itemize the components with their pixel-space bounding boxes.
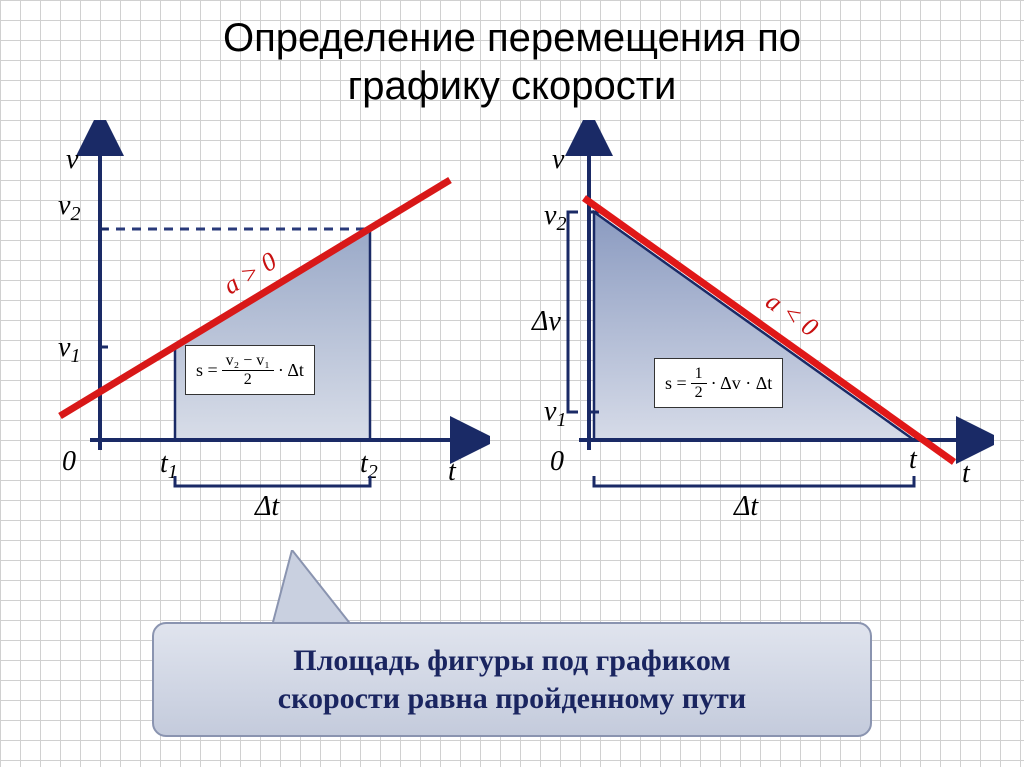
formula-tail: · Δv · Δt [711, 373, 773, 394]
t-label: t [909, 444, 918, 475]
x-axis-label: t [962, 458, 971, 489]
x-axis-label: t [448, 456, 457, 487]
callout-pointer-svg [152, 550, 872, 630]
left-chart: a > 0 v t 0 v1 v2 t1 t2 Δt s = v₂ − v₁ [30, 120, 490, 520]
slide-content: Определение перемещения по графику скоро… [0, 0, 1024, 767]
left-formula: s = v₂ − v₁ 2 · Δt [185, 345, 315, 395]
v2-label: v2 [544, 200, 566, 235]
dv-label: Δv [531, 306, 561, 337]
v1-label: v1 [544, 396, 566, 431]
dt-label: Δt [254, 491, 280, 520]
left-chart-svg: a > 0 v t 0 v1 v2 t1 t2 Δt [30, 120, 490, 520]
dt-label: Δt [733, 491, 759, 520]
y-axis-label: v [66, 144, 79, 175]
dt-bracket [594, 476, 914, 486]
right-chart: a < 0 v t 0 v2 v1 Δv t Δt s = 1 2 [514, 120, 994, 520]
origin-label: 0 [62, 446, 76, 477]
right-formula: s = 1 2 · Δv · Δt [654, 358, 783, 408]
formula-den: 2 [691, 384, 707, 402]
page-title: Определение перемещения по графику скоро… [0, 0, 1024, 110]
title-line-2: графику скорости [348, 64, 677, 108]
formula-frac: v₂ − v₁ 2 [222, 352, 274, 388]
formula-s: s = [196, 360, 218, 381]
formula-frac: 1 2 [691, 365, 707, 401]
right-chart-svg: a < 0 v t 0 v2 v1 Δv t Δt [514, 120, 994, 520]
callout-line-2: скорости равна пройденному пути [278, 682, 746, 715]
callout-box: Площадь фигуры под графиком скорости рав… [152, 622, 872, 737]
charts-row: a > 0 v t 0 v1 v2 t1 t2 Δt s = v₂ − v₁ [0, 110, 1024, 520]
dt-bracket [175, 476, 370, 486]
formula-num: v₂ − v₁ [222, 352, 274, 371]
callout: Площадь фигуры под графиком скорости рав… [152, 622, 872, 737]
callout-line-1: Площадь фигуры под графиком [293, 644, 731, 677]
dv-bracket [568, 212, 578, 412]
callout-pointer [272, 550, 352, 626]
formula-num: 1 [691, 365, 707, 384]
title-line-1: Определение перемещения по [223, 16, 801, 60]
formula-tail: · Δt [278, 360, 304, 381]
formula-den: 2 [240, 371, 256, 389]
formula-s: s = [665, 373, 687, 394]
v1-label: v1 [58, 332, 80, 367]
v2-label: v2 [58, 190, 80, 225]
y-axis-label: v [552, 144, 565, 175]
origin-label: 0 [550, 446, 564, 477]
